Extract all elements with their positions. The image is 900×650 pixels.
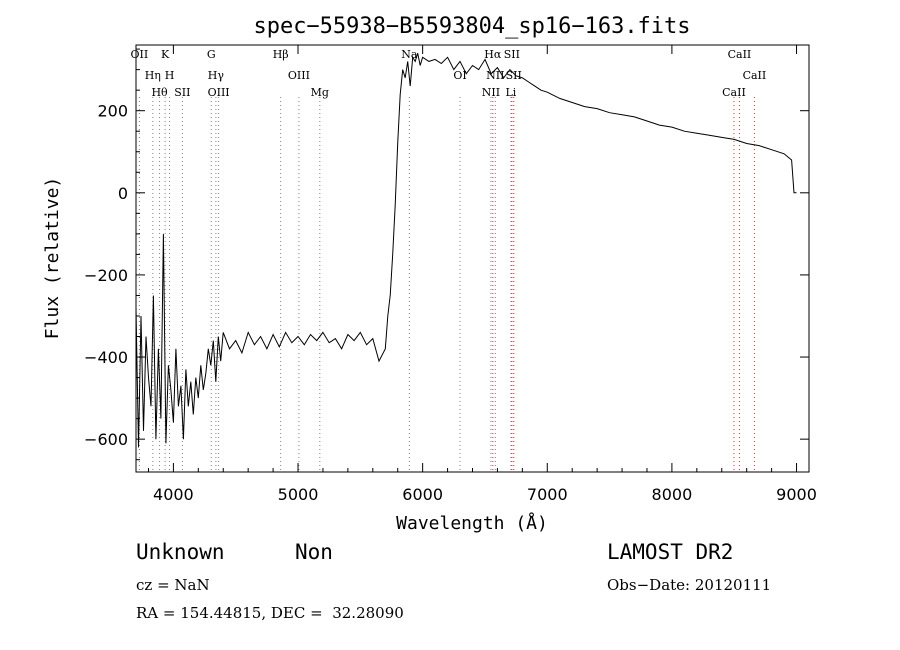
- object-subclass: Non: [295, 540, 333, 564]
- object-class: Unknown: [136, 540, 225, 564]
- spectral-line-label: SII: [174, 86, 190, 99]
- x-tick-label: 7000: [527, 485, 568, 504]
- spectral-line-label: SII: [504, 48, 520, 61]
- x-tick-label: 6000: [402, 485, 443, 504]
- chart-title: spec−55938−B5593804_sp16−163.fits: [253, 14, 690, 39]
- spectral-line-label: CaII: [743, 69, 767, 82]
- spectral-line-label: NII: [482, 86, 500, 99]
- spectral-line-label: Na: [401, 48, 418, 61]
- spectrum-line: [135, 53, 797, 448]
- x-tick-label: 9000: [776, 485, 817, 504]
- x-axis-label: Wavelength (Å): [396, 512, 548, 534]
- spectrum-chart: spec−55938−B5593804_sp16−163.fits OII Hη H…: [42, 14, 817, 534]
- y-axis-label: Flux (relative): [42, 177, 63, 340]
- plot-frame: [135, 44, 810, 473]
- observation-date: Obs−Date: 20120111: [607, 576, 772, 594]
- spectral-line-label: Hγ: [208, 69, 225, 82]
- spectral-line-label: Hη: [145, 69, 161, 82]
- x-tick-label: 8000: [652, 485, 693, 504]
- spectral-line-label: OIII: [288, 69, 310, 82]
- y-tick-label: −600: [84, 430, 128, 449]
- redshift-cz: cz = NaN: [136, 576, 210, 594]
- spectral-line-label: CaII: [728, 48, 752, 61]
- spectral-line-label: K: [161, 48, 170, 61]
- spectral-line-label: Hα: [484, 48, 502, 61]
- spectral-line-label: Hθ: [151, 86, 168, 99]
- spectral-line-label: CaII: [722, 86, 746, 99]
- spectral-line-label: OIII: [208, 86, 230, 99]
- spectral-line-label: H: [165, 69, 175, 82]
- spectral-line-label: Li: [505, 86, 516, 99]
- x-tick-label: 4000: [153, 485, 194, 504]
- spectral-line-label: G: [207, 48, 216, 61]
- x-tick-label: 5000: [278, 485, 319, 504]
- y-tick-label: −200: [84, 266, 128, 285]
- y-tick-label: 200: [97, 102, 128, 121]
- survey-name: LAMOST DR2: [607, 540, 734, 564]
- spectral-line-label: Mg: [311, 86, 329, 99]
- coordinates: RA = 154.44815, DEC = 32.28090: [136, 604, 404, 622]
- spectral-lines: OIIHηHθKHSIIGHγOIIIHβOIIIMgNaOINIIHαNIIL…: [131, 48, 767, 472]
- spectral-line-label: OII: [131, 48, 149, 61]
- y-tick-label: −400: [84, 348, 128, 367]
- y-tick-label: 0: [118, 184, 128, 203]
- spectral-line-label: SII: [506, 69, 522, 82]
- axis-ticks: 4000 5000 6000 7000 8000 9000 −600 −400 −200 0 200: [84, 45, 817, 504]
- spectral-line-label: Hβ: [273, 48, 289, 61]
- spectral-line-label: OI: [453, 69, 466, 82]
